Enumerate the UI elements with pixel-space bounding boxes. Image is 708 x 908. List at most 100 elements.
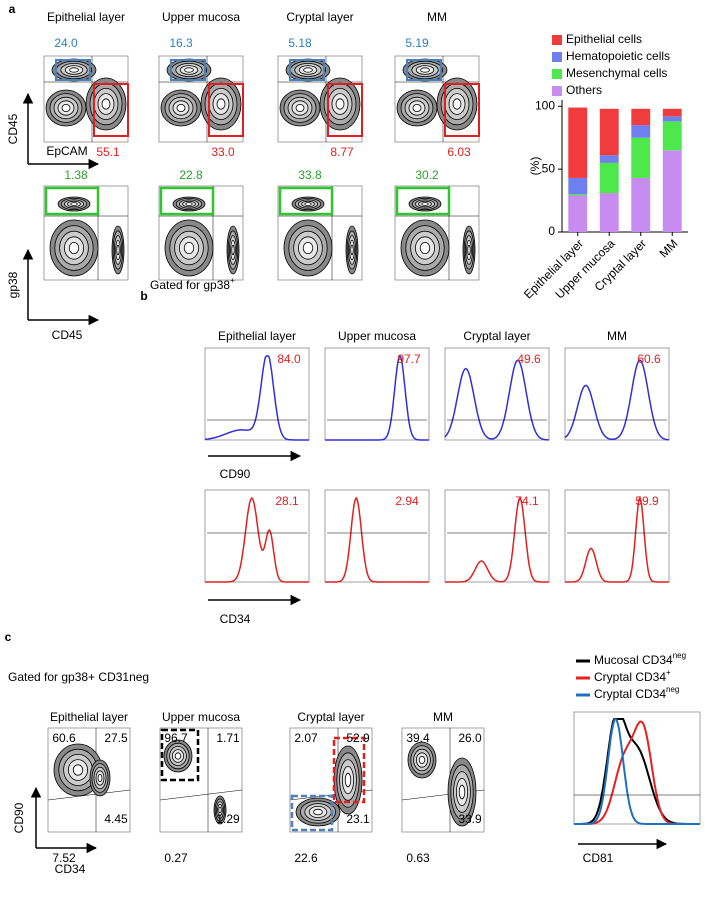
column-title: Epithelial layer [47,10,125,24]
gate-box [332,736,366,804]
histogram [574,717,700,825]
column-title: MM [607,329,627,343]
gate-value: 60.6 [637,352,661,366]
contour [458,784,466,800]
legend-label: Mesenchymal cells [566,66,667,80]
gate-sup: + [230,276,235,285]
axis-label: CD34 [220,612,251,626]
y-axis-label: (%) [528,157,542,176]
legend-label: Others [566,83,602,97]
contour [183,241,195,254]
column-title: Epithelial layer [50,710,128,724]
column-title: MM [433,710,453,724]
contour [176,104,186,113]
bar-segment [631,177,651,232]
quadrant-value: 7.52 [52,851,76,865]
legend-label: Cryptal CD34+ [594,668,671,684]
gate-box [170,59,206,81]
column-title: Cryptal layer [297,710,364,724]
quadrant-value: 39.4 [406,731,430,745]
contour [174,752,182,760]
gate-value: 16.3 [169,36,193,50]
gate-box [93,83,129,137]
plot-frame [204,347,310,441]
quadrant-value: 52.9 [346,731,370,745]
gate-box [159,186,215,216]
contour [313,808,323,816]
column-title: Cryptal layer [286,10,353,24]
bar-segment [568,177,588,195]
legend-swatch [552,86,562,96]
legend-swatch [552,69,562,79]
bar-segment [631,137,651,178]
plot-frame [444,347,550,441]
bar-segment [599,108,619,156]
bar-segment [599,193,619,232]
legend-sup: neg [666,685,679,694]
gate-value: 84.0 [277,352,301,366]
column-title: Upper mucosa [162,710,240,724]
bar-segment [599,155,619,163]
contour [61,104,71,113]
bar-segment [599,162,619,194]
contour [344,772,352,788]
legend-sup: neg [673,651,686,660]
contour [72,764,84,776]
axis-label: CD90 [220,467,251,481]
contour [452,98,462,110]
gate-value: 5.19 [405,36,429,50]
quadrant-value: 2.07 [294,731,318,745]
column-title: Upper mucosa [162,10,240,24]
contour [185,202,193,206]
contour [412,104,422,113]
gate-label: Gated for gp38+ CD31neg [8,670,149,684]
contour [350,244,354,256]
gate-box [290,794,334,832]
column-title: MM [427,10,447,24]
gate-value: 8.77 [330,145,354,159]
contour [419,241,431,254]
contour [418,756,426,765]
legend-name: Cryptal CD34 [594,687,666,701]
quadrant-value: 1.71 [216,731,240,745]
gate-box [395,186,451,216]
contour [295,104,305,113]
y-tick-label: 50 [542,161,556,175]
histogram [564,359,670,441]
gate-value: 33.0 [211,145,235,159]
x-tick-label: MM [657,236,681,260]
gate-value: 33.8 [298,168,322,182]
contour [304,202,312,206]
gate-box [44,186,100,216]
quadrant-value: 22.6 [294,851,318,865]
gate-box [278,186,334,216]
bar-segment [568,195,588,232]
column-title: Upper mucosa [338,329,416,343]
contour [335,98,345,110]
contour [420,67,430,73]
column-title: Epithelial layer [218,329,296,343]
gate-box [406,59,442,81]
contour [101,98,111,110]
axis-label: EpCAM [46,144,87,158]
bar-segment [662,108,682,117]
panel-label: c [5,630,12,644]
legend-name: Cryptal CD34 [594,670,666,684]
legend-swatch [552,35,562,45]
column-title: Cryptal layer [463,329,530,343]
histogram [204,355,309,441]
gate-box [327,83,363,137]
legend-label: Epithelial cells [566,32,642,46]
gate-box [160,728,200,782]
bar-segment [662,121,682,151]
gate-value: 55.1 [96,145,120,159]
gate-box [444,83,480,137]
quadrant-value: 60.6 [52,731,76,745]
gate-value: 49.6 [517,352,541,366]
axis-label: gp38 [6,271,20,298]
gate-value: 59.9 [635,494,659,508]
quadrant-value: 27.5 [104,731,128,745]
plot-frame [204,489,310,583]
y-tick-label: 0 [548,224,555,238]
